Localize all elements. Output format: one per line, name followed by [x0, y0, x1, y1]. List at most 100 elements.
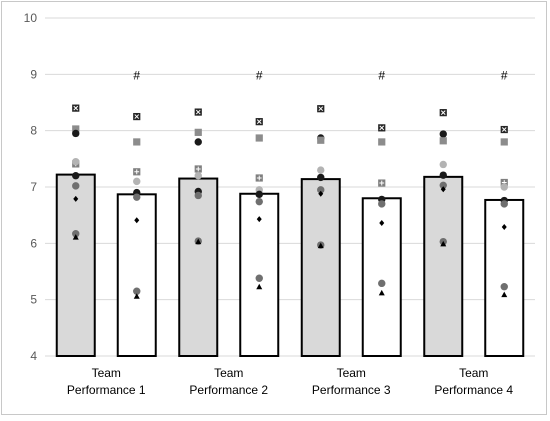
x-square-marker [194, 108, 202, 116]
dark-circle-marker [194, 138, 202, 146]
y-tick-label: 7 [30, 180, 37, 194]
diamond-marker [134, 217, 140, 224]
square-marker [378, 138, 386, 146]
bar [423, 175, 464, 357]
light-circle-marker [133, 177, 141, 186]
plus-square-marker [194, 165, 202, 173]
x-square-cross [318, 106, 324, 112]
x-square-cross [256, 119, 262, 125]
dark-circle-marker [317, 173, 325, 182]
square-marker [194, 128, 202, 136]
x-category-label: Performance 2 [189, 383, 268, 397]
y-tick-label: 4 [30, 349, 37, 363]
square-marker [255, 134, 263, 142]
gray-circle-marker [500, 283, 508, 291]
gray-circle-marker [133, 287, 141, 295]
square-marker [133, 138, 141, 146]
gray-circle-marker [439, 181, 447, 190]
x-square-marker [500, 125, 508, 134]
diamond-marker [379, 220, 385, 227]
square-marker [500, 138, 508, 146]
gray-circle-marker [378, 279, 386, 288]
triangle-marker [72, 234, 79, 240]
x-category-label: Team [214, 366, 243, 380]
x-category-label: Performance 1 [67, 383, 146, 397]
gray-circle-marker [72, 182, 80, 190]
bar [300, 178, 341, 357]
x-square-cross [195, 109, 201, 115]
light-circle-marker [194, 172, 202, 180]
significance-marker: # [501, 68, 508, 82]
square-marker [72, 125, 80, 133]
plus-square-cross [379, 180, 385, 186]
x-square-cross [501, 127, 507, 132]
x-square-marker [378, 124, 386, 132]
square-marker [317, 136, 325, 144]
x-category-label: Team [92, 366, 121, 380]
y-tick-label: 5 [30, 293, 37, 307]
x-square-marker [439, 109, 447, 117]
y-tick-label: 8 [30, 124, 37, 138]
gray-circle-marker [133, 193, 141, 201]
dark-circle-marker [439, 171, 447, 179]
light-circle-marker [500, 183, 508, 191]
y-tick-label: 6 [30, 236, 37, 250]
plus-square-marker [255, 174, 263, 182]
bars [55, 173, 525, 357]
bar-chart: 4 5 6 7 8 9 10 # # # # Team Performance 1 Team Perfo… [24, 11, 535, 397]
triangle-marker [440, 240, 447, 247]
x-square-marker [317, 105, 325, 113]
diamond-marker [73, 195, 79, 202]
dark-circle-marker [72, 172, 80, 180]
y-tick-label: 10 [24, 11, 38, 25]
bar [178, 177, 219, 357]
plus-square-cross [134, 169, 140, 175]
diamond-marker [256, 216, 262, 223]
triangle-marker [317, 242, 324, 249]
dark-circle-marker [72, 129, 80, 138]
triangle-marker [195, 238, 202, 245]
x-category-label: Performance 4 [434, 383, 513, 397]
dark-circle-marker [255, 190, 263, 199]
plus-square-cross [195, 166, 201, 172]
x-square-marker [255, 118, 263, 126]
bar [484, 198, 525, 357]
gray-circle-marker [194, 191, 202, 200]
gray-circle-marker [72, 230, 80, 238]
diamond-marker [501, 223, 507, 230]
significance-annotations: # # # # [133, 68, 508, 82]
light-circle-marker [317, 166, 325, 174]
x-square-marker [72, 104, 80, 112]
triangle-marker [256, 283, 263, 290]
plus-square-marker [133, 168, 141, 176]
plus-square-cross [256, 175, 262, 181]
y-axis-tick-labels: 4 5 6 7 8 9 10 [24, 11, 38, 363]
gray-circle-marker [317, 186, 325, 194]
y-tick-label: 9 [30, 67, 37, 81]
triangle-marker [501, 291, 508, 298]
chart-frame: 4 5 6 7 8 9 10 # # # # Team Performance 1 Team Perfo… [1, 1, 547, 415]
x-square-cross [134, 114, 140, 119]
x-category-label: Team [337, 366, 366, 380]
plus-square-marker [378, 179, 386, 187]
triangle-marker [133, 293, 140, 299]
significance-marker: # [256, 68, 263, 82]
diamond-marker [318, 190, 324, 197]
x-square-marker [133, 112, 141, 121]
bar [55, 173, 96, 357]
x-category-label: Performance 3 [312, 383, 391, 397]
triangle-marker [378, 289, 385, 296]
gray-circle-marker [378, 200, 386, 208]
square-marker [439, 137, 447, 145]
significance-marker: # [378, 68, 385, 82]
diamond-marker [440, 186, 446, 193]
gray-circle-marker [255, 274, 263, 282]
light-circle-marker [439, 160, 447, 169]
x-square-cross [440, 110, 446, 115]
x-axis-category-labels: Team Performance 1 Team Performance 2 Team Pe… [67, 366, 514, 397]
x-square-cross [73, 105, 79, 111]
significance-marker: # [133, 68, 140, 82]
individual-data-points [72, 104, 508, 299]
gray-circle-marker [255, 197, 263, 206]
gray-circle-marker [500, 200, 508, 208]
